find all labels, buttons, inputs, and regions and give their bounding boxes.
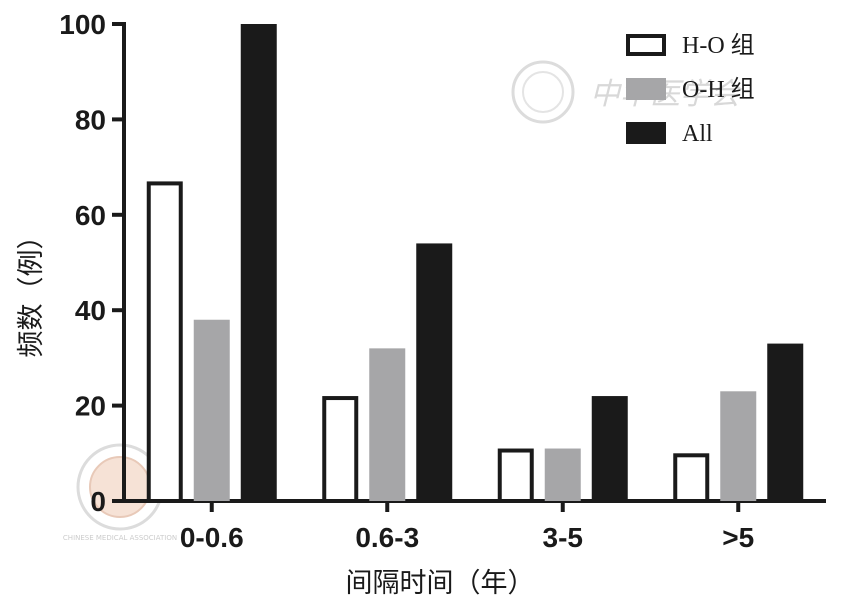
- x-tick-label: >5: [722, 522, 754, 553]
- bar-black: [240, 24, 277, 501]
- y-tick-label: 80: [75, 104, 106, 135]
- bar-gray: [544, 448, 581, 501]
- y-tick-label: 20: [75, 391, 106, 422]
- y-tick-label: 60: [75, 200, 106, 231]
- bars: [146, 24, 804, 503]
- legend-swatch-outline: [626, 34, 666, 56]
- x-tick-label: 3-5: [543, 522, 583, 553]
- bar-outline: [673, 453, 710, 503]
- y-axis-title: 频数（例）: [16, 223, 47, 358]
- axis-labels: 0 20 40 60 80 100 0-0.6 0.6-3 3-5 >5: [59, 9, 754, 553]
- y-tick-label: 40: [75, 295, 106, 326]
- watermark-text: 中华医学会: [590, 77, 743, 112]
- watermark-seal-top: [511, 60, 575, 124]
- watermark-seal-caption: CHINESE MEDICAL ASSOCIATION: [63, 534, 177, 542]
- bar-gray: [369, 348, 406, 501]
- bar-black: [767, 343, 804, 501]
- legend-label: O-H 组: [682, 76, 755, 103]
- legend-label: All: [682, 121, 713, 147]
- bar-outline: [497, 448, 534, 503]
- bar-black: [416, 243, 453, 502]
- legend-swatch-black: [626, 122, 666, 144]
- legend: H-O 组 O-H 组 All: [626, 32, 755, 147]
- bar-black: [591, 396, 628, 501]
- bar-gray: [193, 319, 230, 501]
- x-axis-title: 间隔时间（年）: [346, 568, 535, 599]
- bar-gray: [720, 391, 757, 501]
- bar-outline: [146, 181, 183, 503]
- x-tick-label: 0-0.6: [180, 522, 244, 553]
- y-tick-label: 100: [59, 9, 106, 40]
- legend-swatch-gray: [626, 78, 666, 100]
- legend-label: H-O 组: [682, 32, 755, 59]
- x-tick-label: 0.6-3: [355, 522, 419, 553]
- bar-outline: [322, 396, 359, 503]
- y-tick-label: 0: [90, 486, 106, 517]
